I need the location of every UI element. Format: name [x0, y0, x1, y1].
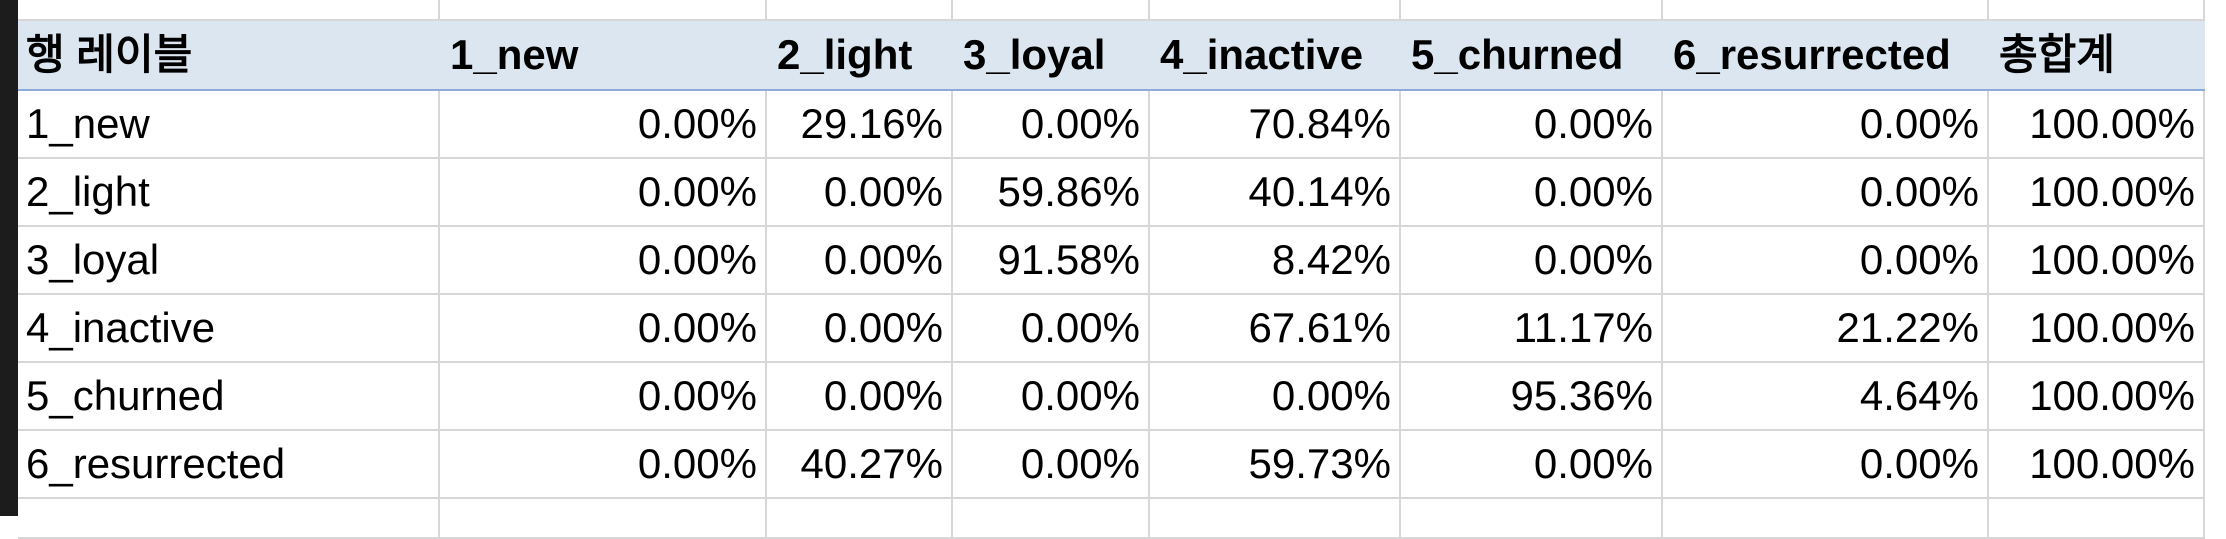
- cell[interactable]: [18, 498, 440, 539]
- value-cell[interactable]: 0.00%: [1662, 90, 1989, 159]
- total-cell[interactable]: 100.00%: [1988, 362, 2205, 431]
- column-header[interactable]: 5_churned: [1400, 20, 1663, 91]
- cell[interactable]: [952, 0, 1150, 21]
- value-cell[interactable]: 21.22%: [1662, 294, 1989, 363]
- value-cell[interactable]: 0.00%: [952, 362, 1150, 431]
- value-cell[interactable]: 0.00%: [439, 90, 767, 159]
- value-cell[interactable]: 91.58%: [952, 226, 1150, 295]
- cell[interactable]: [439, 498, 767, 539]
- value-cell[interactable]: 0.00%: [952, 430, 1150, 499]
- row-label[interactable]: 1_new: [18, 90, 440, 159]
- cell[interactable]: [1988, 498, 2205, 539]
- row-labels-header[interactable]: 행 레이블: [18, 20, 440, 91]
- value-cell[interactable]: 0.00%: [766, 226, 953, 295]
- cell[interactable]: [1400, 498, 1663, 539]
- table-row: 5_churned 0.00% 0.00% 0.00% 0.00% 95.36%…: [18, 362, 2205, 431]
- value-cell[interactable]: 0.00%: [1400, 226, 1663, 295]
- value-cell[interactable]: 0.00%: [1149, 362, 1401, 431]
- column-header[interactable]: 1_new: [439, 20, 767, 91]
- value-cell[interactable]: 59.73%: [1149, 430, 1401, 499]
- value-cell[interactable]: 40.27%: [766, 430, 953, 499]
- total-cell[interactable]: 100.00%: [1988, 294, 2205, 363]
- value-cell[interactable]: 0.00%: [952, 90, 1150, 159]
- table-row: 2_light 0.00% 0.00% 59.86% 40.14% 0.00% …: [18, 158, 2205, 227]
- value-cell[interactable]: 0.00%: [766, 362, 953, 431]
- spreadsheet-grid: 행 레이블 1_new 2_light 3_loyal 4_inactive 5…: [18, 0, 2226, 539]
- table-row: 6_resurrected 0.00% 40.27% 0.00% 59.73% …: [18, 430, 2205, 499]
- value-cell[interactable]: 0.00%: [1662, 158, 1989, 227]
- table-row: 4_inactive 0.00% 0.00% 0.00% 67.61% 11.1…: [18, 294, 2205, 363]
- value-cell[interactable]: 0.00%: [1662, 226, 1989, 295]
- cell[interactable]: [766, 0, 953, 21]
- window-edge: [0, 0, 18, 516]
- total-cell[interactable]: 100.00%: [1988, 90, 2205, 159]
- grand-total-header[interactable]: 총합계: [1988, 20, 2205, 91]
- cell[interactable]: [1988, 0, 2205, 21]
- row-label[interactable]: 2_light: [18, 158, 440, 227]
- table-row: 3_loyal 0.00% 0.00% 91.58% 8.42% 0.00% 0…: [18, 226, 2205, 295]
- column-header[interactable]: 4_inactive: [1149, 20, 1401, 91]
- total-cell[interactable]: 100.00%: [1988, 430, 2205, 499]
- cell[interactable]: [1662, 498, 1989, 539]
- cell[interactable]: [1662, 0, 1989, 21]
- column-header[interactable]: 3_loyal: [952, 20, 1150, 91]
- value-cell[interactable]: 29.16%: [766, 90, 953, 159]
- cell[interactable]: [1149, 0, 1401, 21]
- cell[interactable]: [952, 498, 1150, 539]
- value-cell[interactable]: 95.36%: [1400, 362, 1663, 431]
- value-cell[interactable]: 70.84%: [1149, 90, 1401, 159]
- cell[interactable]: [766, 498, 953, 539]
- value-cell[interactable]: 0.00%: [439, 430, 767, 499]
- value-cell[interactable]: 40.14%: [1149, 158, 1401, 227]
- table-row: 1_new 0.00% 29.16% 0.00% 70.84% 0.00% 0.…: [18, 90, 2205, 159]
- value-cell[interactable]: 0.00%: [1400, 90, 1663, 159]
- cell[interactable]: [439, 0, 767, 21]
- value-cell[interactable]: 4.64%: [1662, 362, 1989, 431]
- cell[interactable]: [1149, 498, 1401, 539]
- value-cell[interactable]: 0.00%: [439, 158, 767, 227]
- pivot-header-row: 행 레이블 1_new 2_light 3_loyal 4_inactive 5…: [18, 20, 2205, 91]
- value-cell[interactable]: 0.00%: [1662, 430, 1989, 499]
- value-cell[interactable]: 0.00%: [952, 294, 1150, 363]
- value-cell[interactable]: 59.86%: [952, 158, 1150, 227]
- row-label[interactable]: 4_inactive: [18, 294, 440, 363]
- value-cell[interactable]: 0.00%: [1400, 158, 1663, 227]
- row-label[interactable]: 6_resurrected: [18, 430, 440, 499]
- value-cell[interactable]: 0.00%: [439, 294, 767, 363]
- value-cell[interactable]: 0.00%: [439, 362, 767, 431]
- cell[interactable]: [1400, 0, 1663, 21]
- total-cell[interactable]: 100.00%: [1988, 226, 2205, 295]
- column-header[interactable]: 2_light: [766, 20, 953, 91]
- value-cell[interactable]: 0.00%: [766, 294, 953, 363]
- row-label[interactable]: 5_churned: [18, 362, 440, 431]
- value-cell[interactable]: 11.17%: [1400, 294, 1663, 363]
- total-cell[interactable]: 100.00%: [1988, 158, 2205, 227]
- value-cell[interactable]: 8.42%: [1149, 226, 1401, 295]
- value-cell[interactable]: 0.00%: [1400, 430, 1663, 499]
- value-cell[interactable]: 67.61%: [1149, 294, 1401, 363]
- cell[interactable]: [18, 0, 440, 21]
- value-cell[interactable]: 0.00%: [766, 158, 953, 227]
- row-label[interactable]: 3_loyal: [18, 226, 440, 295]
- pivot-table: 행 레이블 1_new 2_light 3_loyal 4_inactive 5…: [18, 0, 2205, 539]
- column-header[interactable]: 6_resurrected: [1662, 20, 1989, 91]
- empty-row: [18, 498, 2205, 539]
- value-cell[interactable]: 0.00%: [439, 226, 767, 295]
- partial-row: [18, 0, 2205, 21]
